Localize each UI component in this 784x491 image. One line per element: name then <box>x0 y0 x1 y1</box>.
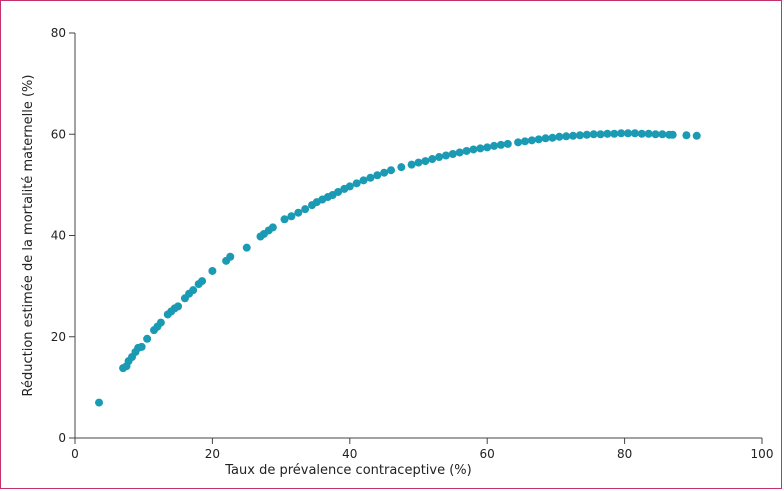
data-point <box>95 398 104 407</box>
data-point <box>569 131 578 140</box>
data-point <box>476 144 485 153</box>
data-point <box>397 163 406 172</box>
data-point <box>658 130 667 139</box>
data-point <box>692 131 701 140</box>
data-point <box>496 140 505 149</box>
data-point <box>682 131 691 140</box>
data-point <box>503 139 512 148</box>
data-point <box>345 182 354 191</box>
data-point <box>189 286 198 295</box>
data-point <box>242 243 251 252</box>
x-axis: 0 20 40 60 80 100 <box>71 437 774 461</box>
data-point <box>514 138 523 147</box>
data-point <box>198 277 207 286</box>
y-tick-label: 0 <box>58 431 66 445</box>
y-axis-title: Réduction estimée de la mortalité matern… <box>21 75 36 397</box>
data-point <box>208 266 217 275</box>
data-point <box>630 129 639 138</box>
data-point <box>469 145 478 154</box>
data-point <box>387 166 396 175</box>
data-point <box>428 155 437 164</box>
data-point <box>287 212 296 221</box>
data-point <box>534 135 543 144</box>
data-point <box>301 205 310 214</box>
data-point <box>137 342 146 351</box>
data-point <box>596 130 605 139</box>
data-point <box>366 173 375 182</box>
y-tick-label: 20 <box>51 330 66 344</box>
data-point <box>435 153 444 162</box>
data-point <box>448 149 457 158</box>
y-tick-label: 60 <box>51 127 66 141</box>
data-point <box>352 179 361 188</box>
x-tick-label: 60 <box>480 447 495 461</box>
y-axis: 0 20 40 60 80 <box>51 26 76 445</box>
data-point <box>462 146 471 155</box>
data-point <box>555 132 564 141</box>
data-point <box>441 151 450 160</box>
data-point <box>520 137 529 146</box>
x-tick-label: 40 <box>342 447 357 461</box>
data-point <box>455 148 464 157</box>
data-point <box>334 187 343 196</box>
data-point <box>373 171 382 180</box>
y-tick-label: 80 <box>51 26 66 40</box>
data-point <box>589 130 598 139</box>
data-point <box>156 318 165 327</box>
data-point <box>541 134 550 143</box>
data-point <box>226 252 235 261</box>
data-point <box>610 129 619 138</box>
data-point <box>174 302 183 311</box>
data-point <box>644 129 653 138</box>
x-tick-label: 0 <box>71 447 79 461</box>
data-point <box>624 129 633 138</box>
data-point <box>359 176 368 185</box>
data-point <box>637 129 646 138</box>
x-tick-label: 80 <box>617 447 632 461</box>
data-point <box>294 208 303 217</box>
data-point <box>575 131 584 140</box>
data-point <box>651 130 660 139</box>
data-point <box>527 136 536 145</box>
data-point <box>548 133 557 142</box>
data-point <box>143 334 152 343</box>
data-point <box>562 132 571 141</box>
data-point <box>380 168 389 177</box>
data-point <box>280 215 289 224</box>
data-point <box>483 143 492 152</box>
data-point <box>582 130 591 139</box>
data-points <box>95 129 701 407</box>
data-point <box>617 129 626 138</box>
y-tick-label: 40 <box>51 229 66 243</box>
x-tick-label: 20 <box>205 447 220 461</box>
data-point <box>268 223 277 232</box>
data-point <box>490 141 499 150</box>
data-point <box>414 158 423 167</box>
x-axis-title: Taux de prévalence contraceptive (%) <box>224 463 471 478</box>
x-tick-label: 100 <box>751 447 774 461</box>
data-point <box>407 160 416 169</box>
data-point <box>603 129 612 138</box>
data-point <box>668 130 677 139</box>
data-point <box>421 157 430 166</box>
